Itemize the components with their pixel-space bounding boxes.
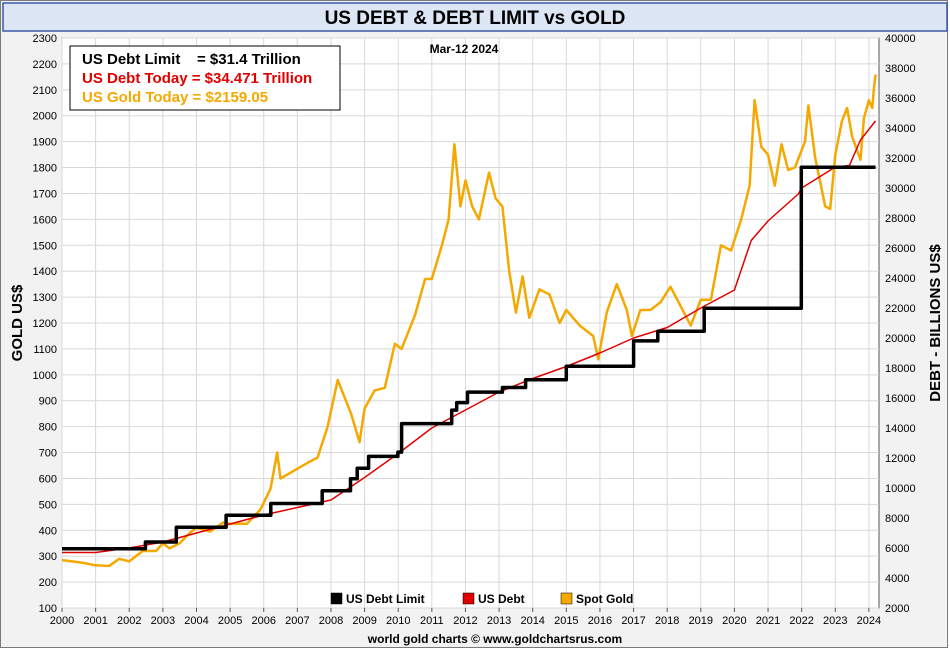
right-axis-label: DEBT - BILLIONS US$ (927, 244, 944, 402)
series-layer (61, 74, 877, 568)
info-debt-limit: US Debt Limit = $31.4 Trillion (82, 51, 301, 68)
x-tick-label: 2014 (520, 615, 544, 627)
right-tick-label: 4000 (885, 573, 909, 585)
left-tick-label: 800 (39, 422, 57, 434)
right-tick-label: 38000 (885, 63, 916, 75)
left-axis-ticks: 100 200 300 400 500 600 700 800 900 1000 1100 1200 1… (33, 33, 57, 615)
left-tick-label: 400 (39, 525, 57, 537)
left-tick-label: 1600 (33, 214, 57, 226)
right-tick-label: 22000 (885, 303, 916, 315)
info-gold: US Gold Today = $2159.05 (82, 89, 268, 106)
footer-credit: world gold charts © www.goldchartsrus.co… (367, 632, 622, 646)
x-tick-label: 2013 (487, 615, 511, 627)
x-tick-label: 2010 (386, 615, 410, 627)
left-tick-label: 2000 (33, 111, 57, 123)
left-tick-label: 2200 (33, 59, 57, 71)
right-tick-label: 18000 (885, 363, 916, 375)
left-tick-label: 1200 (33, 318, 57, 330)
right-tick-label: 40000 (885, 33, 916, 45)
right-tick-label: 28000 (885, 213, 916, 225)
x-tick-label: 2002 (117, 615, 141, 627)
right-tick-label: 30000 (885, 183, 916, 195)
left-tick-label: 1300 (33, 292, 57, 304)
x-tick-label: 2008 (319, 615, 343, 627)
x-tick-label: 2003 (151, 615, 175, 627)
left-tick-label: 1700 (33, 188, 57, 200)
legend-swatch-debt-limit (330, 592, 343, 605)
x-tick-label: 2004 (184, 615, 208, 627)
right-tick-label: 36000 (885, 93, 916, 105)
left-tick-label: 1400 (33, 266, 57, 278)
left-tick-label: 300 (39, 551, 57, 563)
right-tick-label: 32000 (885, 153, 916, 165)
left-tick-label: 1100 (33, 344, 57, 356)
legend-label-debt-limit: US Debt Limit (346, 592, 425, 606)
left-axis-label: GOLD US$ (9, 284, 26, 361)
x-tick-label: 2020 (722, 615, 746, 627)
x-tick-label: 2009 (352, 615, 376, 627)
x-tick-label: 2018 (655, 615, 679, 627)
legend: US Debt Limit US Debt Spot Gold (330, 592, 633, 606)
left-tick-label: 2100 (33, 85, 57, 97)
title-bar (2, 2, 948, 32)
left-tick-label: 200 (39, 577, 57, 589)
left-tick-label: 1000 (33, 370, 57, 382)
left-tick-label: 1500 (33, 240, 57, 252)
series-line-debt-limit (62, 165, 876, 551)
x-tick-label: 2017 (621, 615, 645, 627)
info-us-debt: US Debt Today = $34.471 Trillion (82, 70, 312, 87)
left-tick-label: 1900 (33, 137, 57, 149)
left-tick-label: 1800 (33, 163, 57, 175)
x-tick-label: 2023 (823, 615, 847, 627)
date-label: Mar-12 2024 (430, 42, 499, 56)
x-tick-label: 2012 (453, 615, 477, 627)
right-tick-label: 2000 (885, 603, 909, 615)
left-tick-label: 100 (39, 603, 57, 615)
right-tick-label: 6000 (885, 543, 909, 555)
left-tick-label: 600 (39, 473, 57, 485)
right-tick-label: 16000 (885, 393, 916, 405)
right-tick-label: 12000 (885, 453, 916, 465)
legend-label-spot-gold: Spot Gold (576, 592, 633, 606)
x-tick-label: 2019 (689, 615, 713, 627)
x-tick-label: 2011 (420, 615, 444, 627)
left-tick-label: 700 (39, 448, 57, 460)
left-tick-label: 2300 (33, 33, 57, 45)
x-tick-label: 2005 (218, 615, 242, 627)
right-tick-label: 20000 (885, 333, 916, 345)
legend-swatch-spot-gold (560, 592, 573, 605)
x-tick-label: 2021 (756, 615, 780, 627)
left-tick-label: 500 (39, 499, 57, 511)
grid-lines (61, 37, 879, 609)
x-axis-ticks: 2000 2001 2002 2003 2004 2005 2006 2007 2008 2009… (50, 608, 881, 627)
x-tick-label: 2007 (285, 615, 309, 627)
x-tick-label: 2024 (857, 615, 881, 627)
right-axis-ticks: 2000 4000 6000 8000 10000 12000 14000 16000 1800… (885, 33, 916, 615)
x-tick-label: 2001 (83, 615, 107, 627)
left-tick-label: 900 (39, 396, 57, 408)
right-tick-label: 34000 (885, 123, 916, 135)
legend-swatch-us-debt (462, 592, 475, 605)
x-tick-label: 2000 (50, 615, 74, 627)
right-tick-label: 14000 (885, 423, 916, 435)
info-box (69, 45, 341, 111)
x-tick-label: 2022 (789, 615, 813, 627)
right-tick-label: 24000 (885, 273, 916, 285)
legend-label-us-debt: US Debt (478, 592, 525, 606)
right-tick-label: 26000 (885, 243, 916, 255)
right-tick-label: 8000 (885, 513, 909, 525)
right-tick-label: 10000 (885, 483, 916, 495)
x-tick-label: 2015 (554, 615, 578, 627)
chart-title: US DEBT & DEBT LIMIT vs GOLD (325, 8, 626, 29)
x-tick-label: 2016 (588, 615, 612, 627)
x-tick-label: 2006 (251, 615, 275, 627)
